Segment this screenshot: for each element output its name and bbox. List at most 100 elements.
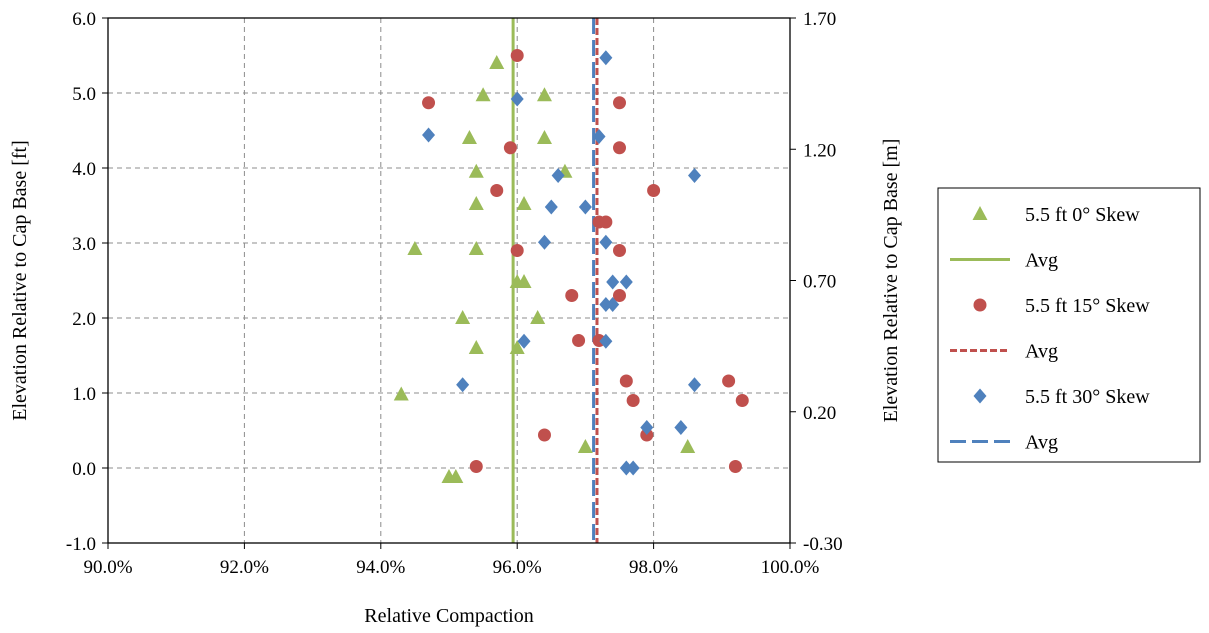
data-point-circle: [722, 374, 736, 388]
data-point-circle: [469, 460, 483, 473]
data-point-circle: [490, 184, 504, 197]
legend-label: Avg: [1025, 250, 1058, 272]
y2-tick-label: 1.20: [803, 140, 836, 161]
y2-tick-label: 0.70: [803, 272, 836, 293]
data-point-diamond: [422, 127, 436, 143]
grid: [108, 18, 790, 543]
data-point-triangle: [516, 196, 532, 210]
data-point-diamond: [619, 274, 633, 290]
data-point-circle: [613, 289, 626, 302]
data-point-circle: [613, 141, 626, 155]
legend-entry: 5.5 ft 15° Skew: [973, 295, 1150, 317]
data-point-circle: [599, 215, 613, 229]
y-tick-label: 4.0: [72, 159, 96, 180]
data-point-triangle: [448, 469, 464, 483]
data-point-diamond: [551, 168, 565, 183]
axis-ticks: 90.0% 92.0% 94.0% 96.0% 98.0% 100.0% -1.0 0.0 1.…: [66, 9, 843, 578]
data-point-diamond: [606, 297, 620, 312]
y2-axis-title: Elevation Relative to Cap Base [m]: [880, 139, 902, 423]
data-point-circle: [735, 394, 749, 407]
y-tick-label: 5.0: [72, 84, 96, 105]
y-tick-label: 0.0: [72, 459, 96, 480]
data-point-circle: [619, 374, 633, 388]
legend-entry: Avg: [950, 432, 1058, 454]
data-point-circle: [626, 394, 640, 407]
legend-label: Avg: [1025, 432, 1058, 454]
data-point-diamond: [592, 129, 606, 144]
y-tick-label: 3.0: [72, 234, 96, 255]
data-point-circle: [422, 96, 436, 110]
data-point-triangle: [680, 439, 696, 453]
data-point-diamond: [640, 420, 654, 435]
x-tick-label: 92.0%: [220, 557, 269, 578]
legend-label: 5.5 ft 0° Skew: [1025, 204, 1140, 226]
data-point-triangle: [455, 310, 471, 324]
legend-label: 5.5 ft 15° Skew: [1025, 295, 1150, 317]
x-tick-label: 100.0%: [761, 557, 820, 578]
data-point-triangle: [468, 340, 484, 354]
data-point-diamond: [606, 274, 620, 290]
data-point-triangle: [461, 130, 477, 144]
data-point-triangle: [475, 87, 491, 102]
data-point-diamond: [537, 234, 551, 250]
data-point-triangle: [468, 241, 484, 255]
data-point-circle: [510, 49, 524, 62]
data-point-triangle: [536, 130, 552, 144]
data-point-diamond: [688, 377, 702, 393]
legend-entry: Avg: [950, 341, 1058, 363]
data-point-triangle: [577, 439, 593, 453]
data-point-diamond: [619, 460, 633, 476]
plot-area-frame: [107, 17, 791, 544]
legend-entry: 5.5 ft 0° Skew: [972, 204, 1140, 226]
x-tick-label: 90.0%: [83, 557, 132, 578]
data-point-circle: [565, 289, 579, 302]
y-tick-label: -1.0: [66, 534, 96, 555]
data-point-circle: [613, 96, 626, 110]
x-tick-label: 98.0%: [629, 557, 678, 578]
x-tick-label: 96.0%: [493, 557, 542, 578]
y2-tick-label: 1.70: [803, 9, 836, 30]
average-lines: [511, 18, 599, 543]
data-point-circle: [503, 141, 517, 155]
data-point-diamond: [599, 234, 613, 250]
data-point-diamond: [599, 333, 613, 349]
data-point-circle: [647, 184, 661, 197]
legend-entry: Avg: [950, 250, 1058, 272]
data-point-diamond: [517, 333, 531, 349]
x-axis-title: Relative Compaction: [364, 605, 533, 627]
y2-tick-label: 0.20: [803, 403, 836, 424]
data-point-triangle: [489, 55, 505, 69]
y-axis-title: Elevation Relative to Cap Base [ft]: [9, 140, 31, 420]
data-point-circle: [572, 334, 586, 347]
data-point-triangle: [468, 196, 484, 210]
data-point-triangle: [516, 274, 532, 288]
legend-label: 5.5 ft 30° Skew: [1025, 386, 1150, 408]
y-tick-label: 6.0: [72, 9, 96, 30]
data-point-triangle: [407, 241, 423, 255]
data-point-triangle: [468, 163, 484, 178]
legend-swatch-marker: [973, 388, 987, 404]
data-point-triangle: [509, 340, 525, 354]
legend-label: Avg: [1025, 341, 1058, 363]
y2-tick-label: -0.30: [803, 534, 843, 555]
data-point-triangle: [393, 386, 409, 401]
data-point-diamond: [544, 199, 558, 215]
data-points: [393, 49, 749, 483]
data-point-circle: [728, 460, 742, 473]
legend: 5.5 ft 0° Skew Avg 5.5 ft 15° Skew Avg 5.5 f…: [937, 187, 1201, 463]
data-point-diamond: [578, 199, 592, 215]
data-point-diamond: [599, 50, 613, 66]
data-point-triangle: [530, 310, 546, 324]
legend-swatch-marker: [972, 206, 988, 220]
data-point-circle: [510, 244, 524, 257]
y-tick-label: 1.0: [72, 384, 96, 405]
data-point-circle: [537, 428, 551, 442]
legend-swatch-marker: [973, 298, 987, 312]
y-tick-label: 2.0: [72, 309, 96, 330]
data-point-diamond: [688, 168, 702, 183]
legend-box: [937, 187, 1201, 463]
x-tick-label: 94.0%: [356, 557, 405, 578]
data-point-diamond: [456, 377, 470, 393]
data-point-diamond: [510, 91, 524, 107]
